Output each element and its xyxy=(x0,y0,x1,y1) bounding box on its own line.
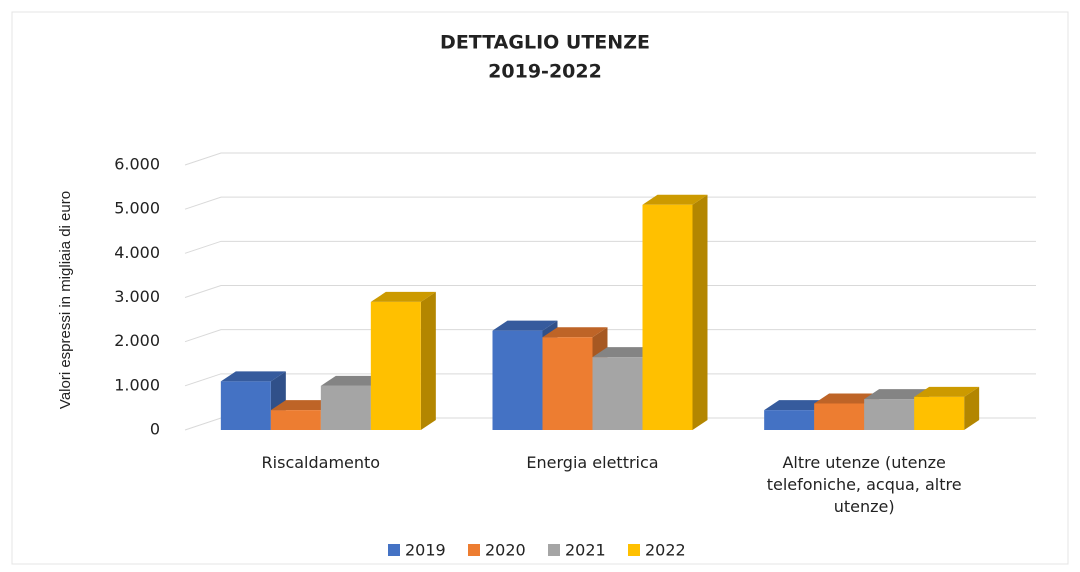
bar-side xyxy=(420,291,436,430)
bar-top xyxy=(914,386,980,397)
bar-front xyxy=(642,204,693,430)
bar-top xyxy=(592,347,658,358)
y-tick-label: 1.000 xyxy=(114,375,160,394)
bar-side xyxy=(692,194,708,430)
legend-label: 2019 xyxy=(405,541,446,560)
y-axis-label: Valori espressi in migliaia di euro xyxy=(57,191,74,409)
grid-line xyxy=(184,373,1036,387)
chart-subtitle: 2019-2022 xyxy=(488,61,602,83)
legend-swatch xyxy=(468,544,480,556)
bar-top xyxy=(642,194,708,205)
bar-top xyxy=(270,400,336,411)
bar-front xyxy=(914,396,965,430)
grid-line xyxy=(184,196,1036,210)
y-tick-label: 4.000 xyxy=(114,243,160,262)
bar-front xyxy=(270,410,321,430)
bar-front xyxy=(370,301,421,430)
bar-top xyxy=(814,393,880,404)
legend-swatch xyxy=(628,544,640,556)
grid-line xyxy=(184,285,1036,298)
y-tick-label: 5.000 xyxy=(114,199,160,218)
bar-top xyxy=(864,389,930,400)
chart-frame xyxy=(11,11,1069,565)
bar xyxy=(370,291,436,430)
bar-top xyxy=(764,400,830,411)
grid-line xyxy=(184,240,1036,254)
bar-top xyxy=(220,371,286,382)
bar-front xyxy=(492,330,543,430)
y-tick-label: 3.000 xyxy=(114,287,160,306)
x-tick-label: Altre utenze (utenze telefoniche, acqua,… xyxy=(766,453,962,516)
bar-front xyxy=(592,357,643,430)
bar-top xyxy=(320,375,386,386)
y-tick-label: 6.000 xyxy=(114,155,160,174)
bar-top xyxy=(492,320,558,331)
legend-label: 2020 xyxy=(485,541,526,560)
legend-swatch xyxy=(388,544,400,556)
bar-side xyxy=(964,386,980,430)
bar-front xyxy=(542,337,593,430)
bar-front xyxy=(320,385,371,430)
y-tick-label: 2.000 xyxy=(114,331,160,350)
bar-front xyxy=(764,410,815,430)
bar-front xyxy=(864,399,915,430)
chart-title: DETTAGLIO UTENZE xyxy=(440,32,650,54)
bar-front xyxy=(220,381,271,430)
bar-top xyxy=(370,291,436,302)
y-tick-label: 0 xyxy=(150,420,160,439)
x-tick-label: Riscaldamento xyxy=(261,453,381,472)
bar-top xyxy=(542,327,608,338)
bar xyxy=(642,194,708,430)
bar-front xyxy=(814,403,865,430)
grid-line xyxy=(184,329,1036,343)
grid-line xyxy=(184,152,1036,166)
legend-label: 2022 xyxy=(645,541,686,560)
x-tick-label: Energia elettrica xyxy=(526,453,659,472)
legend-swatch xyxy=(548,544,560,556)
legend-label: 2021 xyxy=(565,541,606,560)
bar xyxy=(914,386,980,430)
